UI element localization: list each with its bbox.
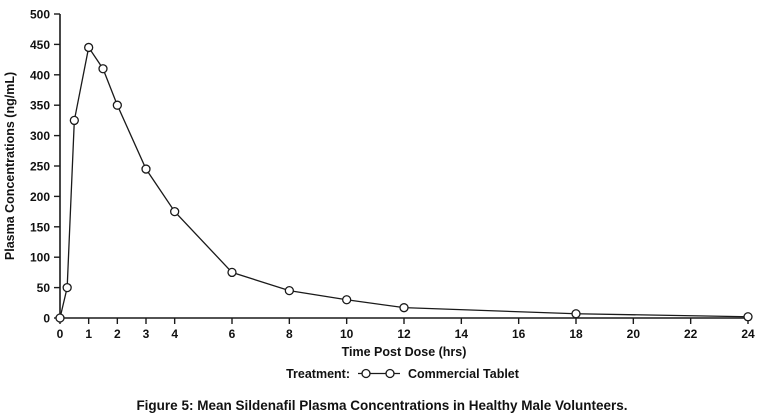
x-tick-label: 3 [143,327,150,341]
series-line [59,45,749,319]
y-tick-label: 500 [30,8,50,22]
y-tick-label: 0 [43,312,50,326]
data-point-marker [571,309,581,319]
x-tick-label: 22 [684,327,698,341]
data-point-marker [84,42,94,53]
data-point-marker [141,164,151,174]
x-tick-label: 14 [455,327,469,341]
x-tick-label: 18 [569,327,583,341]
x-tick-label: 2 [114,327,121,341]
y-axis-label: Plasma Concentrations (ng/mL) [3,72,17,260]
x-tick-label: 12 [397,327,411,341]
data-point-marker [743,312,753,322]
figure-caption: Figure 5: Mean Sildenafil Plasma Concent… [136,398,627,413]
data-point-marker [284,285,294,296]
x-tick-label: 24 [741,327,755,341]
y-tick-label: 300 [30,129,50,143]
data-point-marker [227,267,237,278]
data-point-marker [69,115,79,126]
x-tick-label: 8 [286,327,293,341]
x-tick-label: 20 [627,327,641,341]
x-tick-label: 16 [512,327,526,341]
y-tick-label: 50 [37,281,51,295]
data-point-marker [62,282,72,293]
legend-prefix-label: Treatment: [286,367,350,381]
data-point-marker [55,313,65,323]
y-tick-label: 350 [30,99,50,113]
y-tick-label: 250 [30,160,50,174]
data-point-marker [98,64,108,74]
x-tick-label: 4 [171,327,178,341]
legend-line-marker-icon [358,368,400,379]
y-tick-label: 200 [30,190,50,204]
x-tick-label: 0 [57,327,64,341]
y-tick-label: 150 [30,220,50,234]
x-tick-label: 10 [340,327,354,341]
data-point-marker [342,295,352,305]
y-tick-label: 400 [30,68,50,82]
y-tick-label: 100 [30,251,50,265]
data-point-marker [399,303,409,313]
legend-series-label: Commercial Tablet [408,367,520,381]
x-axis-label: Time Post Dose (hrs) [342,345,467,359]
data-point-marker [112,100,122,110]
data-point-marker [170,206,180,217]
x-tick-label: 1 [85,327,92,341]
legend: Treatment: Commercial Tablet [286,367,520,381]
x-tick-label: 6 [229,327,236,341]
y-tick-label: 450 [30,38,50,52]
